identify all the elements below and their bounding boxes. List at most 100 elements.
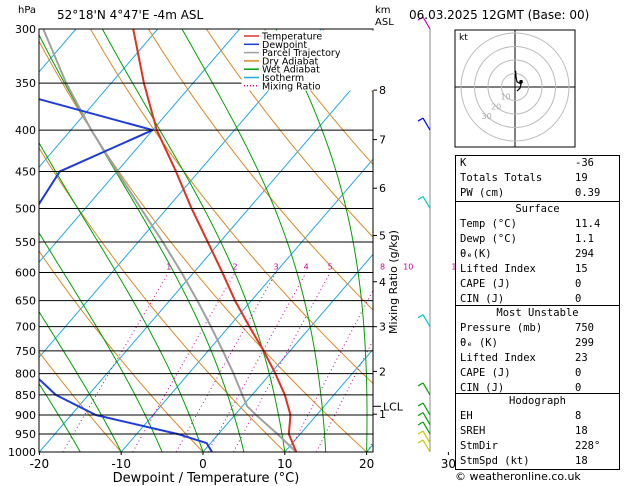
wind-barb (422, 196, 431, 209)
hodograph-panel: Hodograph EH 8 SREH 18 StmDir 228° StmSpd (… (455, 393, 620, 470)
x-tick-label: 30 (441, 457, 456, 471)
x-tick-label: -20 (30, 457, 50, 471)
storm-motion-marker (519, 79, 523, 84)
isotherm-line (284, 348, 373, 452)
mu-row: Pressure (mb) 750 (460, 322, 594, 334)
hodograph-ring-label: 30 (482, 112, 492, 121)
surface-row: θₑ(K) 294 (460, 248, 594, 260)
hodo-row: StmDir 228° (460, 440, 601, 452)
index-row-k: K -36 (460, 157, 594, 169)
asl-unit-label: ASL (375, 17, 394, 28)
hodograph-ring (460, 32, 570, 142)
hodograph-ring (474, 46, 556, 128)
legend-label: Wet Adiabat (262, 65, 320, 76)
mixing-ratio-line (132, 272, 236, 452)
most-unstable-title: Most Unstable (496, 307, 579, 319)
mixing-ratio-label: 10 (403, 263, 413, 272)
most-unstable-panel: Most Unstable Pressure (mb) 750 θₑ (K) 299… (455, 305, 620, 397)
x-tick-label: -10 (111, 457, 131, 471)
wet-adiabat-line (39, 382, 81, 452)
legend-label: Temperature (261, 32, 322, 43)
surface-title: Surface (515, 203, 560, 215)
isotherm-line (39, 29, 240, 263)
dry-adiabat-line (264, 29, 373, 166)
isotherm-line (39, 29, 77, 73)
pressure-tick-label: 600 (15, 267, 36, 280)
x-tick-label: 10 (277, 457, 292, 471)
mu-row: CAPE (J) 0 (460, 367, 582, 379)
pressure-tick-label: 550 (15, 236, 36, 249)
pressure-tick-label: 300 (15, 23, 36, 36)
surface-row: CIN (J) 0 (460, 293, 582, 305)
indices-panel: K -36 Totals Totals 19 PW (cm) 0.39 (455, 155, 620, 202)
wind-barb-flag (417, 382, 424, 387)
mixing-ratio-line (62, 272, 170, 452)
wind-barb (422, 382, 431, 396)
km-tick-label: 8 (379, 84, 386, 97)
wind-barb (422, 314, 431, 327)
mixing-ratio-label: 3 (273, 263, 278, 272)
legend-label: Mixing Ratio (262, 81, 321, 92)
km-tick-label: 4 (379, 276, 386, 289)
wind-barb (422, 412, 431, 425)
km-tick-label: 7 (379, 134, 386, 147)
hodograph-ring-label: 10 (500, 93, 510, 102)
plot-frame (38, 28, 374, 453)
pressure-tick-label: 450 (15, 165, 36, 178)
km-tick-label: 6 (379, 182, 386, 195)
surface-row: Temp (°C) 11.4 (460, 218, 601, 230)
dry-adiabat-line (206, 29, 373, 238)
mixing-ratio-label: 4 (304, 263, 309, 272)
datetime-title: 06.03.2025 12GMT (Base: 00) (409, 8, 590, 22)
km-tick-label: 1 (379, 408, 386, 421)
isotherm-line (39, 29, 322, 359)
km-unit-label: km (375, 5, 391, 16)
hodo-row: SREH 18 (460, 425, 588, 437)
wind-barb-flag (417, 439, 424, 444)
wind-barb-flag (417, 195, 424, 200)
legend-label: Dry Adiabat (262, 56, 319, 67)
km-tick-label: 3 (379, 321, 386, 334)
dewpoint-line (39, 98, 213, 452)
hodograph-ring (501, 73, 529, 101)
mixing-ratio-label: 8 (380, 263, 385, 272)
isotherm-line (39, 29, 159, 168)
pressure-tick-label: 700 (15, 321, 36, 334)
wind-barb (422, 117, 431, 131)
isotherm-line (202, 253, 373, 452)
pressure-tick-label: 800 (15, 368, 36, 381)
hpa-unit-label: hPa (18, 5, 37, 16)
mixing-ratio-axis-label: Mixing Ratio (g/kg) (387, 230, 400, 334)
location-title: 52°18'N 4°47'E -4m ASL (57, 8, 204, 22)
wind-barb (422, 16, 431, 30)
mixing-ratio-label: 2 (232, 263, 237, 272)
wind-barb-flag (417, 402, 424, 407)
hodo-row: StmSpd (kt) 18 (460, 455, 588, 467)
hodograph-ring-label: 20 (491, 102, 501, 111)
hodograph-unit-label: kt (459, 33, 468, 43)
x-tick-label: 0 (199, 457, 207, 471)
isotherm-line (39, 63, 373, 452)
dry-adiabat-line (39, 40, 367, 452)
legend-label: Parcel Trajectory (262, 48, 341, 59)
legend-label: Isotherm (262, 73, 304, 84)
index-row-pw: PW (cm) 0.39 (460, 187, 601, 199)
mu-row: Lifted Index 23 (460, 352, 588, 364)
isotherm-line (120, 158, 373, 452)
hodograph-trace (515, 70, 522, 92)
x-tick-label: 20 (359, 457, 374, 471)
copyright-footer: © weatheronline.co.uk (455, 470, 581, 483)
mixing-ratio-label: 5 (328, 263, 333, 272)
wet-adiabat-line (39, 310, 122, 452)
wind-barb (422, 430, 431, 444)
mu-row: θₑ (K) 299 (460, 337, 594, 349)
wet-adiabat-line (275, 29, 368, 452)
wind-barb-flag (417, 314, 424, 319)
hodograph-title: Hodograph (509, 395, 566, 407)
mixing-ratio-line (367, 439, 373, 452)
mixing-ratio-line (233, 272, 331, 452)
wind-barb-flag (417, 117, 424, 122)
